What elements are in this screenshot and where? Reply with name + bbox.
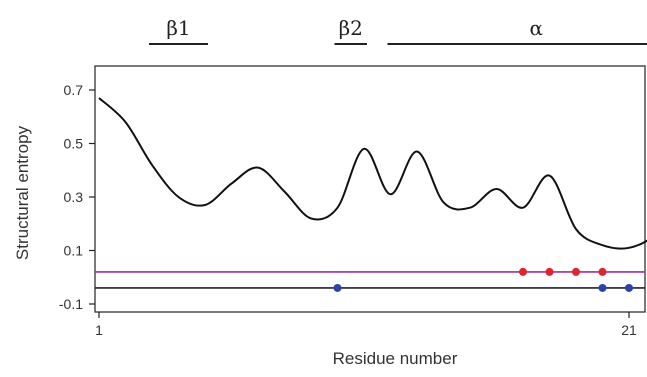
secondary-structure-label: α <box>529 16 543 40</box>
residue-markers <box>333 267 633 292</box>
residue-marker <box>519 267 527 276</box>
y-tick-label: 0.1 <box>64 243 84 259</box>
secondary-structure-track: β1β2αβ3β4β5β6 <box>149 16 647 45</box>
entropy-series <box>98 97 647 250</box>
y-tick-label: 0.7 <box>64 82 84 98</box>
residue-marker <box>333 283 342 292</box>
y-tick-label: 0.5 <box>64 136 84 152</box>
secondary-structure-label: β2 <box>339 16 363 40</box>
residue-marker <box>545 267 554 276</box>
y-axis-label: Structural entropy <box>13 125 32 260</box>
x-tick-label: 1 <box>95 322 103 338</box>
residue-marker <box>625 283 633 292</box>
y-axis-ticks: -0.1 0.1 0.3 0.5 0.7 <box>59 82 95 312</box>
y-tick-label: -0.1 <box>59 296 83 312</box>
residue-marker <box>598 267 607 276</box>
x-tick-label: 21 <box>621 322 637 338</box>
residue-marker <box>598 283 607 292</box>
plot-frame <box>94 65 646 313</box>
entropy-line <box>98 97 647 250</box>
x-axis-label: Residue number <box>333 349 458 368</box>
secondary-structure-label: β1 <box>166 16 190 40</box>
reference-lines <box>95 271 645 289</box>
x-axis-ticks: 1214161 <box>95 312 637 338</box>
y-tick-label: 0.3 <box>64 189 84 205</box>
residue-marker <box>572 267 580 276</box>
